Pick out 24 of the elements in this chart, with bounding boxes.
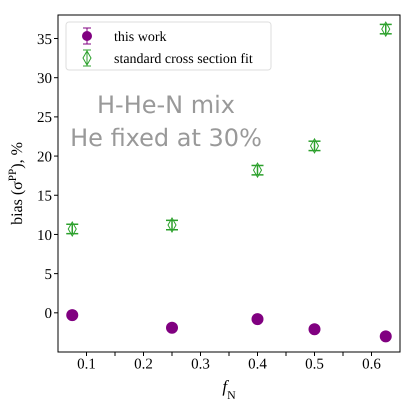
y-tick-label: 10 [37,228,52,244]
annotation: He fixed at 30% [70,124,262,152]
y-tick-label: 0 [44,306,52,322]
y-tick-label: 25 [37,110,52,126]
y-tick-label: 20 [37,149,52,166]
point [308,323,320,336]
y-tick-label: 30 [37,71,52,88]
point [380,330,392,342]
x-tick-label: 0.5 [305,356,324,373]
y-tick-label: 35 [37,32,52,48]
x-tick-label: 0.2 [134,356,153,373]
point [66,309,78,322]
y-tick-label: 5 [44,266,52,283]
x-axis-title: f$_{N}$ [222,377,236,400]
y-tick-label: 15 [37,188,52,205]
point [166,322,178,334]
annotation: H-He-N mix [96,91,236,119]
x-tick-label: 0.1 [77,356,96,373]
x-tick-label: 0.6 [362,356,382,373]
x-tick-label: 0.4 [248,356,268,373]
x-tick-label: 0.3 [191,356,210,373]
legend-label: this work [114,30,166,45]
point [252,313,264,326]
legend-label: standard cross section fit [114,52,253,67]
